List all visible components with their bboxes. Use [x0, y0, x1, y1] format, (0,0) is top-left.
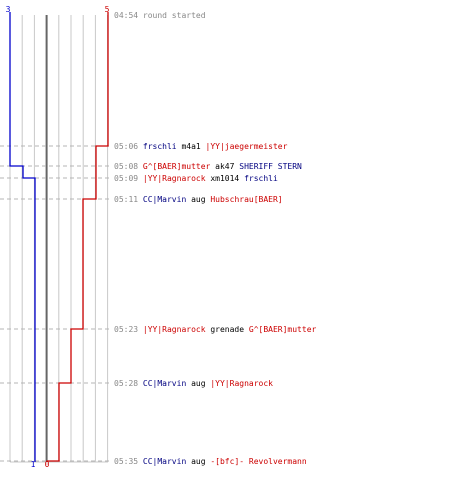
- event-label: 05:35 CC|Marvin aug -[bfc]- Revolvermann: [114, 457, 307, 466]
- event-text-part: G^[BAER]mutter: [143, 162, 211, 171]
- event-label: 05:09 |YY|Ragnarock xm1014 frschli: [114, 174, 278, 183]
- event-label: 05:23 |YY|Ragnarock grenade G^[BAER]mutt…: [114, 325, 317, 334]
- event-text-part: |YY|Ragnarock: [143, 174, 206, 183]
- event-text-part: ak47: [210, 162, 239, 171]
- blue-end-score: 1: [31, 460, 36, 469]
- event-time: 05:11: [114, 195, 143, 204]
- event-text-part: |YY|jaegermeister: [206, 142, 288, 151]
- event-text-part: CC|Marvin: [143, 457, 187, 466]
- event-label: 05:11 CC|Marvin aug Hubschrau[BAER]: [114, 195, 283, 204]
- event-label: 04:54 round started: [114, 11, 206, 20]
- event-text-part: m4a1: [177, 142, 206, 151]
- blue-team-score-line: [9, 12, 36, 462]
- event-time: 04:54: [114, 11, 143, 20]
- red-team-score-line: [46, 12, 109, 462]
- event-text-part: aug: [186, 195, 210, 204]
- event-text-part: CC|Marvin: [143, 195, 187, 204]
- event-text-part: Hubschrau[BAER]: [210, 195, 282, 204]
- red-start-score: 5: [105, 5, 110, 14]
- event-text-part: frschli: [143, 142, 177, 151]
- event-text-part: frschli: [244, 174, 278, 183]
- event-time: 05:23: [114, 325, 143, 334]
- event-text-part: G^[BAER]mutter: [249, 325, 317, 334]
- event-label: 05:08 G^[BAER]mutter ak47 SHERIFF STERN: [114, 162, 302, 171]
- event-text-part: |YY|Ragnarock: [143, 325, 206, 334]
- blue-start-score: 3: [6, 5, 11, 14]
- event-text-part: grenade: [206, 325, 249, 334]
- event-text-part: |YY|Ragnarock: [210, 379, 273, 388]
- event-text-part: aug: [186, 457, 210, 466]
- event-time: 05:28: [114, 379, 143, 388]
- event-label: 05:06 frschli m4a1 |YY|jaegermeister: [114, 142, 288, 151]
- event-time: 05:08: [114, 162, 143, 171]
- event-text-part: SHERIFF STERN: [239, 162, 302, 171]
- event-text-part: xm1014: [206, 174, 245, 183]
- event-time: 05:35: [114, 457, 143, 466]
- event-time: 05:09: [114, 174, 143, 183]
- event-text-part: aug: [186, 379, 210, 388]
- event-text-part: CC|Marvin: [143, 379, 187, 388]
- event-text-part: -[bfc]- Revolvermann: [210, 457, 307, 466]
- event-time: 05:06: [114, 142, 143, 151]
- red-end-score: 0: [45, 460, 50, 469]
- event-text-part: round started: [143, 11, 206, 20]
- event-label: 05:28 CC|Marvin aug |YY|Ragnarock: [114, 379, 273, 388]
